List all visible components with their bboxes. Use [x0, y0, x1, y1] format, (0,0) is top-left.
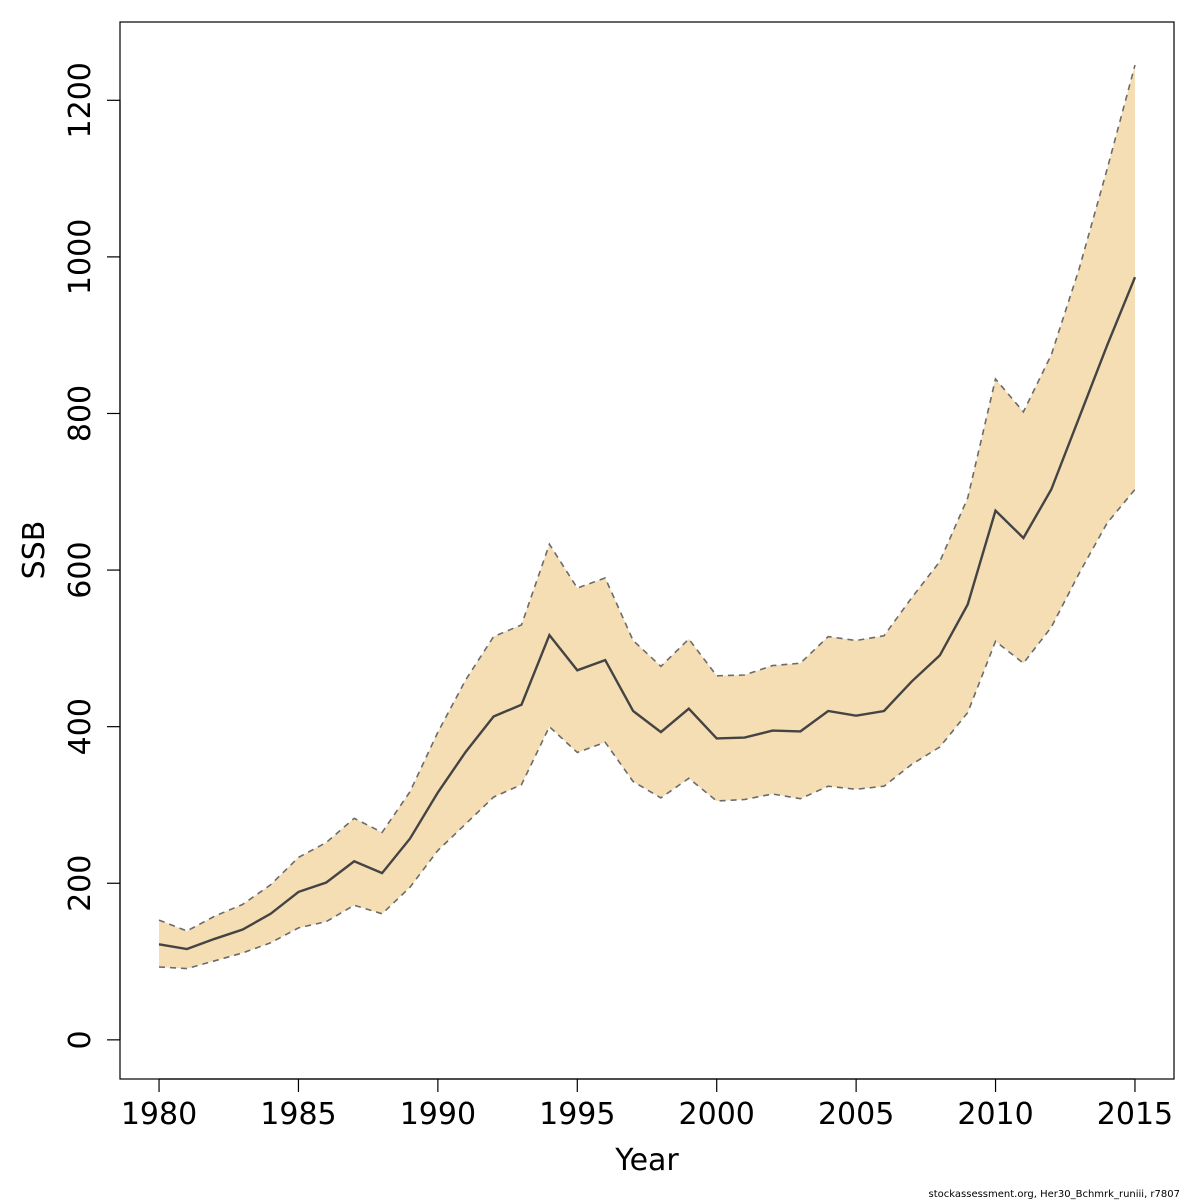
y-axis-title: SSB: [17, 521, 52, 580]
confidence-band: [159, 65, 1135, 969]
x-tick-label-1980: 1980: [121, 1097, 197, 1132]
y-tick-label-400: 400: [63, 698, 98, 755]
x-axis-title: Year: [614, 1143, 679, 1178]
y-tick-label-600: 600: [63, 541, 98, 598]
lower-bound-line: [158, 488, 1136, 970]
x-tick-label-2015: 2015: [1097, 1097, 1173, 1132]
ssb-estimate-line: [158, 276, 1137, 951]
x-tick-label-2005: 2005: [818, 1097, 894, 1132]
y-tick-label-200: 200: [63, 855, 98, 912]
x-tick-label-2000: 2000: [679, 1097, 755, 1132]
footer-note: stockassessment.org, Her30_Bchmrk_runiii…: [929, 1189, 1180, 1200]
x-tick-label-1990: 1990: [400, 1097, 476, 1132]
y-tick-label-800: 800: [63, 385, 98, 442]
y-tick-label-1200: 1200: [63, 62, 98, 138]
y-tick-label-0: 0: [63, 1030, 98, 1049]
x-tick-label-2010: 2010: [957, 1097, 1033, 1132]
x-tick-label-1995: 1995: [539, 1097, 615, 1132]
x-tick-label-1985: 1985: [260, 1097, 336, 1132]
y-tick-label-1000: 1000: [63, 219, 98, 295]
upper-bound-line: [158, 64, 1136, 932]
